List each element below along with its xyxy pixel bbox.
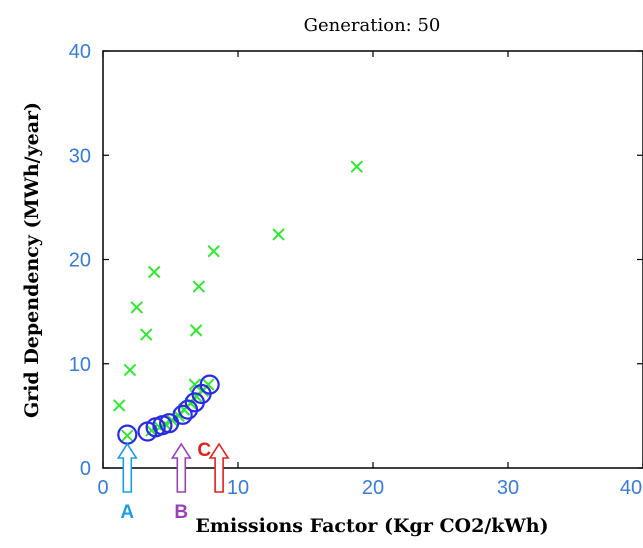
x-marker-point: [130, 301, 143, 314]
y-tick-label: 40: [69, 41, 91, 63]
x-marker-point: [207, 244, 220, 258]
y-tick-label: 0: [80, 458, 91, 480]
data-points: [112, 160, 364, 445]
x-marker-point: [148, 265, 161, 279]
x-marker-point: [112, 399, 126, 412]
circle-marker-point: [177, 399, 199, 420]
annotation-b: B: [170, 442, 192, 523]
x-marker-point: [202, 378, 215, 391]
annotation-c: C: [197, 440, 230, 493]
x-tick-label: 0: [97, 477, 108, 499]
x-marker-point: [272, 228, 285, 241]
x-marker-point: [139, 328, 153, 341]
circle-marker-point: [172, 404, 193, 425]
x-marker-point: [189, 324, 203, 337]
arrow-icon: [208, 442, 230, 493]
axis-ticks: 0 10 20 30 40 0 10 20 30 40: [69, 41, 643, 499]
annotation-label: C: [197, 440, 211, 461]
x-tick-label: 30: [497, 477, 519, 499]
y-tick-label: 20: [69, 250, 91, 272]
x-marker-point: [188, 378, 202, 391]
annotation-label: A: [120, 502, 134, 523]
annotation-label: B: [174, 502, 188, 523]
x-marker-point: [192, 280, 206, 293]
annotations: A B C: [116, 440, 230, 523]
arrow-icon: [116, 442, 138, 493]
x-axis-label: Emissions Factor (Kgr CO2/kWh): [195, 515, 548, 537]
y-axis-label: Grid Dependency (MWh/year): [21, 102, 43, 418]
annotation-a: A: [116, 442, 138, 523]
x-marker-point: [350, 160, 364, 173]
x-marker-point: [121, 429, 134, 442]
circle-marker-point: [199, 374, 220, 395]
arrow-icon: [170, 442, 192, 493]
x-tick-label: 20: [362, 477, 384, 499]
chart-title: Generation: 50: [304, 15, 441, 36]
x-marker-point: [123, 363, 137, 377]
y-tick-label: 10: [69, 354, 91, 376]
x-tick-label: 10: [227, 477, 249, 499]
y-tick-label: 30: [69, 145, 91, 167]
x-tick-label: 40: [620, 477, 642, 499]
